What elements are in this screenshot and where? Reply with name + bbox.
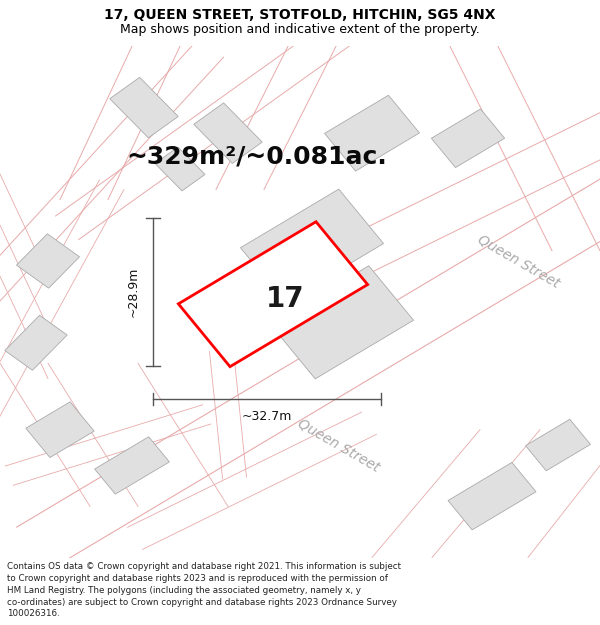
Text: ~329m²/~0.081ac.: ~329m²/~0.081ac. — [126, 144, 387, 168]
Polygon shape — [110, 78, 178, 138]
Text: ~28.9m: ~28.9m — [127, 266, 140, 317]
Polygon shape — [526, 419, 590, 471]
Text: co-ordinates) are subject to Crown copyright and database rights 2023 Ordnance S: co-ordinates) are subject to Crown copyr… — [7, 598, 397, 607]
Text: 17, QUEEN STREET, STOTFOLD, HITCHIN, SG5 4NX: 17, QUEEN STREET, STOTFOLD, HITCHIN, SG5… — [104, 8, 496, 22]
Text: Contains OS data © Crown copyright and database right 2021. This information is : Contains OS data © Crown copyright and d… — [7, 562, 401, 571]
Text: 17: 17 — [266, 286, 304, 313]
Polygon shape — [431, 109, 505, 168]
Polygon shape — [194, 103, 262, 163]
Polygon shape — [325, 95, 419, 171]
Polygon shape — [16, 234, 80, 288]
Polygon shape — [271, 266, 413, 379]
Polygon shape — [5, 315, 67, 370]
Text: Map shows position and indicative extent of the property.: Map shows position and indicative extent… — [120, 23, 480, 36]
Text: Queen Street: Queen Street — [296, 416, 382, 474]
Polygon shape — [448, 462, 536, 530]
Polygon shape — [95, 437, 169, 494]
Text: to Crown copyright and database rights 2023 and is reproduced with the permissio: to Crown copyright and database rights 2… — [7, 574, 388, 583]
Polygon shape — [155, 147, 205, 191]
Text: 100026316.: 100026316. — [7, 609, 60, 619]
Polygon shape — [241, 189, 383, 302]
Text: HM Land Registry. The polygons (including the associated geometry, namely x, y: HM Land Registry. The polygons (includin… — [7, 586, 361, 595]
Polygon shape — [178, 222, 368, 367]
Text: Queen Street: Queen Street — [476, 232, 562, 290]
Polygon shape — [26, 402, 94, 458]
Text: ~32.7m: ~32.7m — [242, 410, 292, 423]
